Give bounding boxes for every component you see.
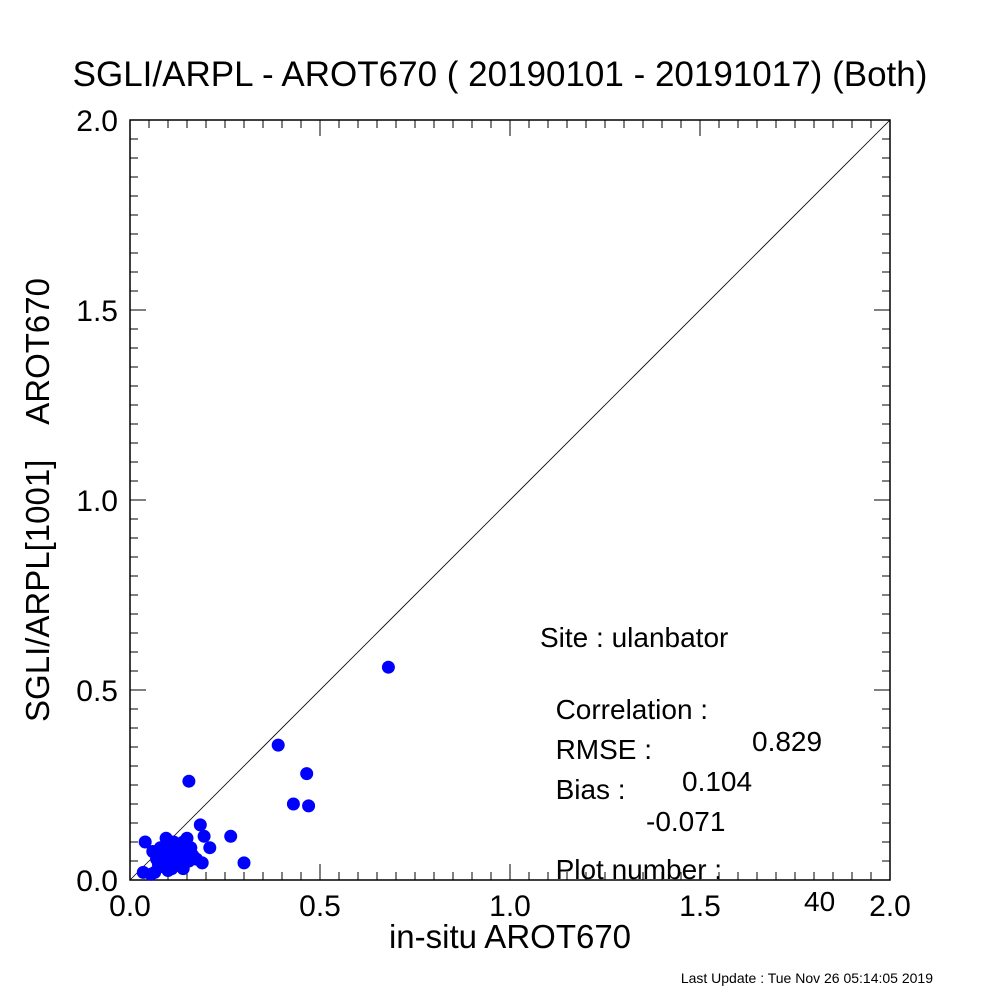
correlation-value: 0.829	[752, 726, 823, 757]
correlation-annotation: Correlation : 0.829	[540, 662, 823, 758]
x-tick-label: 0.5	[299, 890, 341, 923]
y-tick-label: 0.0	[76, 865, 118, 898]
x-tick-label: 0.0	[109, 890, 151, 923]
data-point	[271, 738, 285, 752]
x-tick-label: 1.5	[679, 890, 721, 923]
correlation-label: Correlation :	[555, 694, 709, 725]
bias-value: -0.071	[646, 806, 726, 837]
one-to-one-line	[129, 119, 891, 881]
data-point	[286, 797, 300, 811]
rmse-label: RMSE :	[555, 734, 653, 765]
bias-annotation: Bias : -0.071	[540, 742, 726, 838]
data-point	[302, 799, 316, 813]
data-point	[176, 835, 190, 849]
y-tick-label: 1.5	[76, 295, 118, 328]
y-axis-label: SGLI/ARPL[1001] AROT670	[19, 278, 56, 722]
data-point	[381, 660, 395, 674]
x-tick-label: 1.0	[489, 890, 531, 923]
chart-title: SGLI/ARPL - AROT670 ( 20190101 - 2019101…	[72, 55, 928, 94]
data-point	[193, 818, 207, 832]
data-point	[138, 835, 152, 849]
data-point	[300, 767, 314, 781]
plot-number-value: 40	[804, 886, 836, 917]
data-point	[195, 856, 209, 870]
last-update-footer: Last Update : Tue Nov 26 05:14:05 2019	[680, 970, 933, 986]
y-tick-label: 1.0	[76, 485, 118, 518]
rmse-value: 0.104	[682, 766, 753, 797]
rmse-annotation: RMSE : 0.104	[540, 702, 753, 798]
x-tick-label: 2.0	[869, 890, 911, 923]
site-annotation: Site : ulanbator	[540, 622, 729, 653]
bias-label: Bias :	[555, 774, 626, 805]
plot-number-label: Plot number :	[555, 854, 723, 885]
data-point	[182, 774, 196, 788]
x-axis-label: in-situ AROT670	[388, 918, 632, 955]
data-point	[203, 841, 217, 855]
data-point	[161, 864, 175, 877]
data-point	[237, 856, 251, 870]
y-tick-label: 2.0	[76, 105, 118, 138]
y-tick-label: 0.5	[76, 675, 118, 708]
plot-number-annotation: Plot number : 40	[540, 822, 836, 918]
data-point	[197, 829, 211, 843]
data-point	[224, 829, 238, 843]
